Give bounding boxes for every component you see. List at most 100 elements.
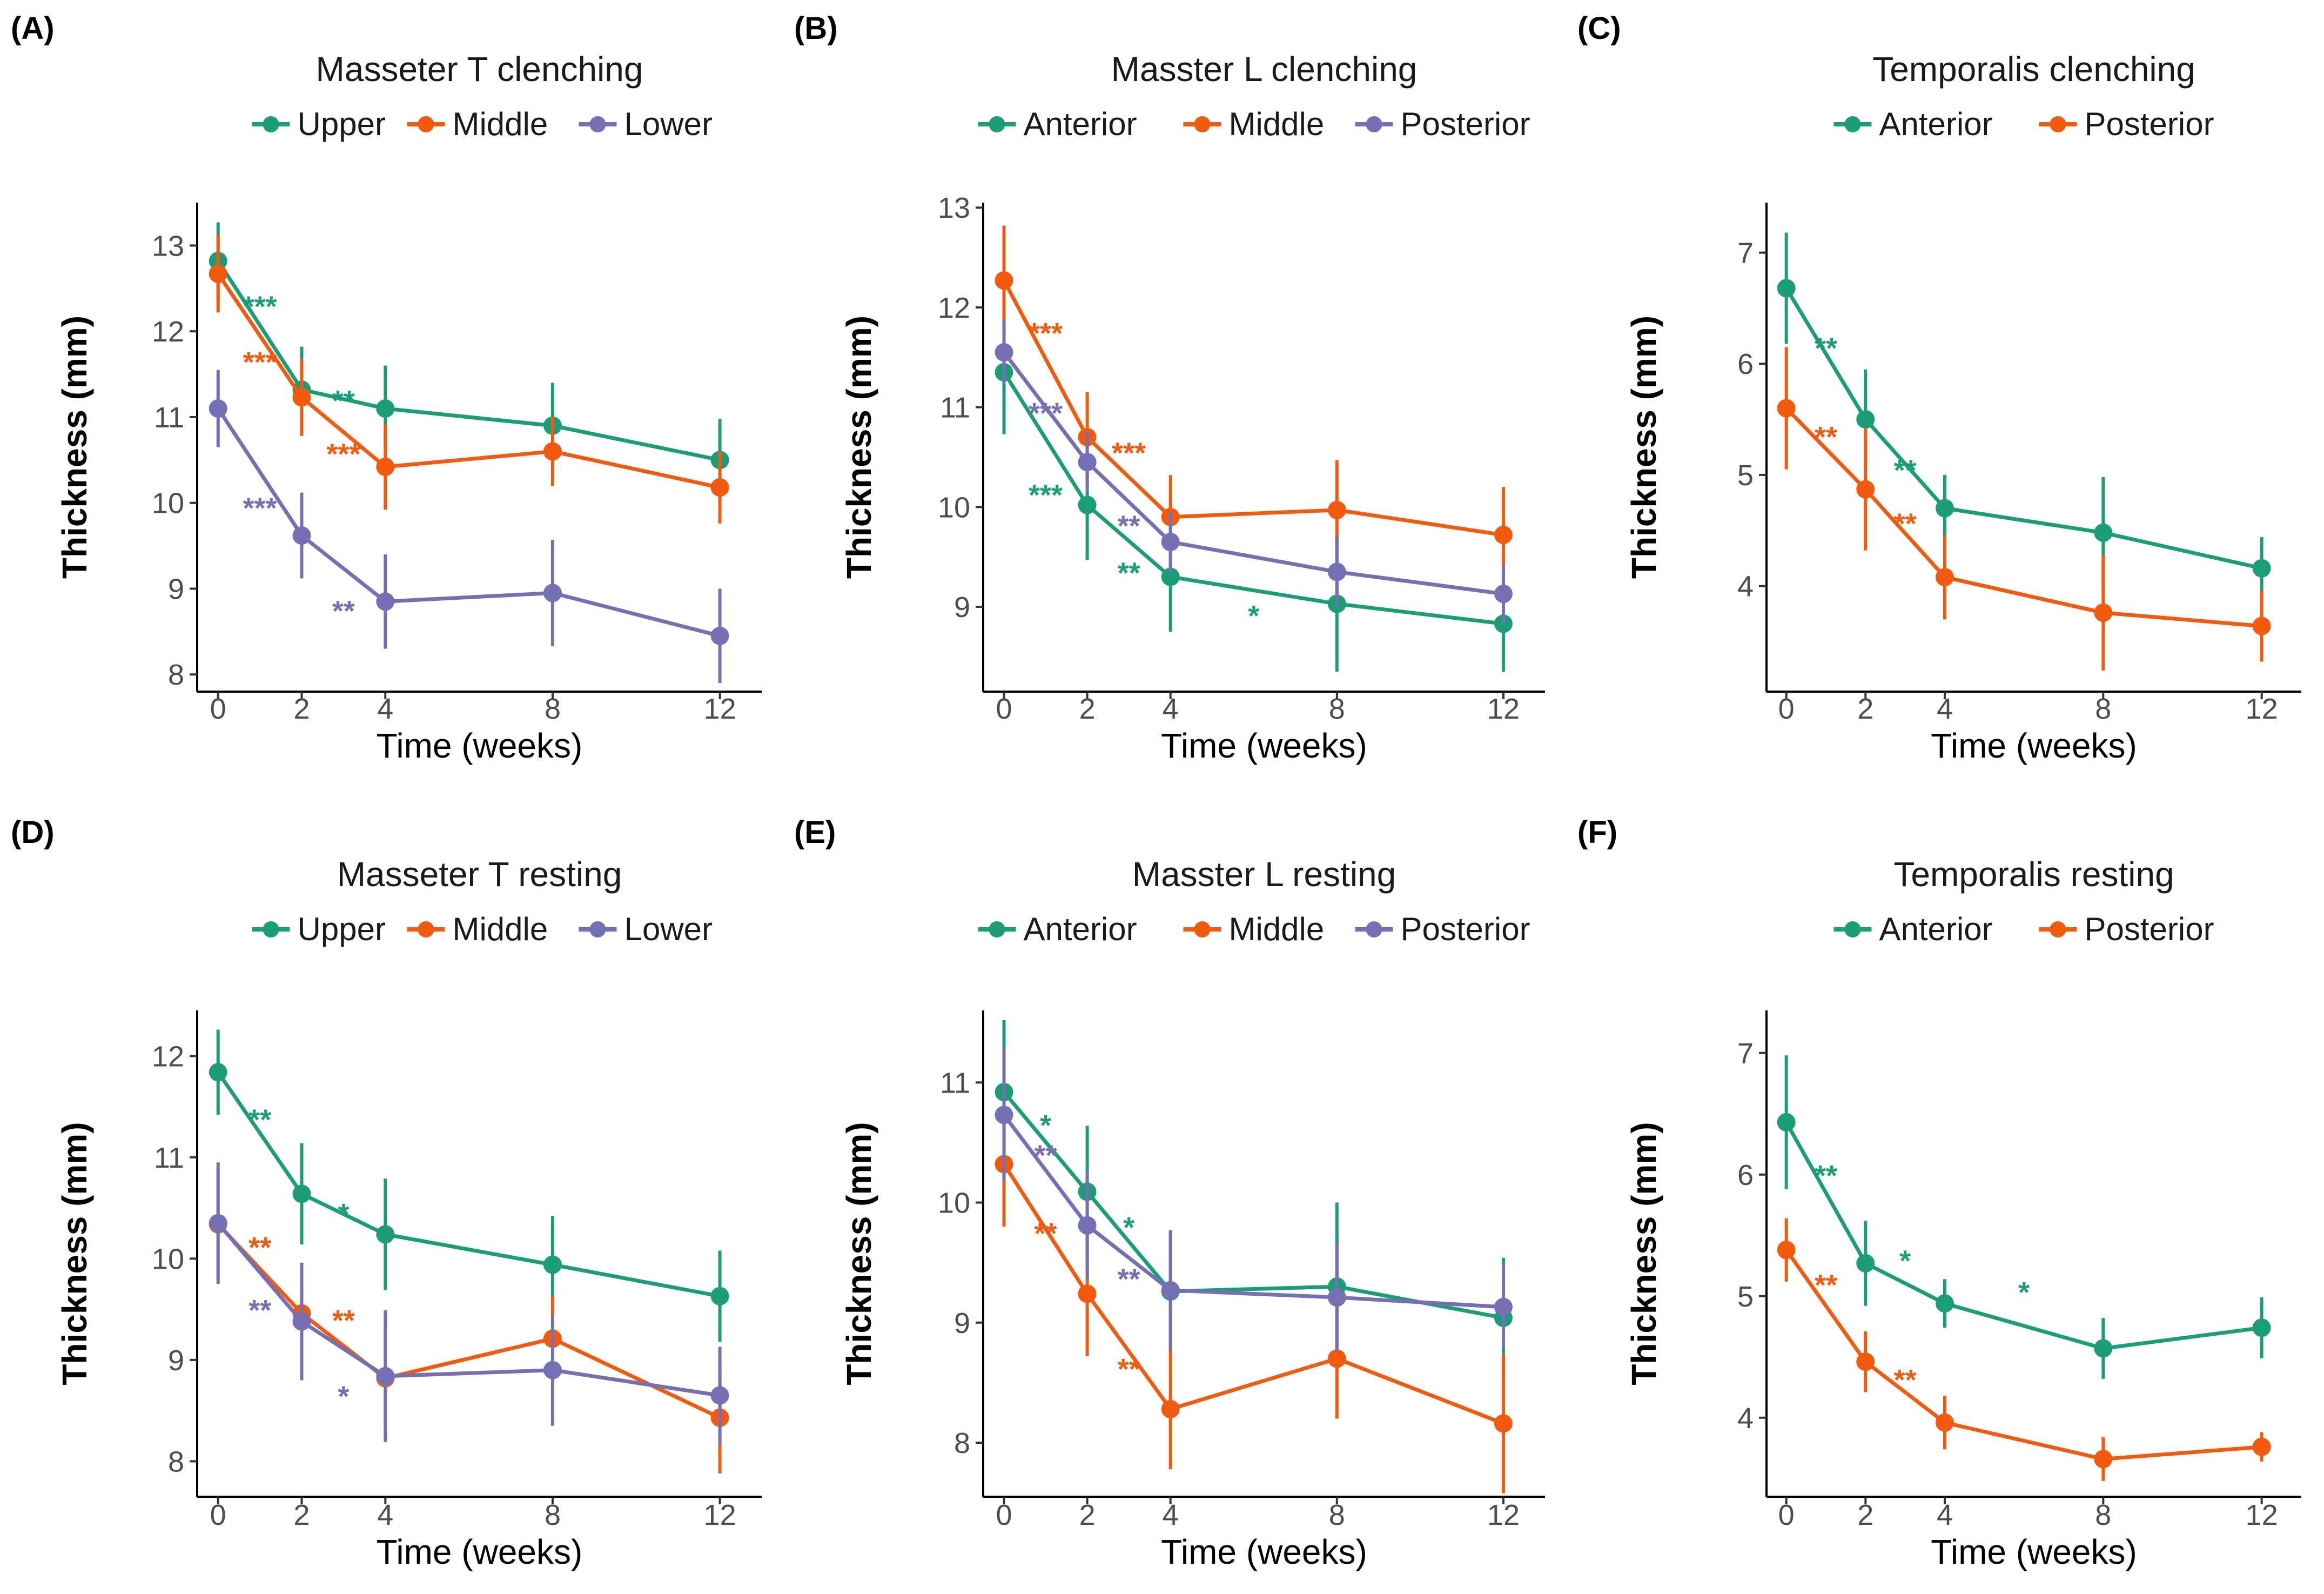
y-tick-label: 11 (940, 1067, 970, 1099)
significance-marker: ** (1118, 510, 1140, 543)
data-point (2252, 559, 2271, 578)
data-point (209, 1214, 227, 1233)
data-point (2094, 603, 2113, 622)
x-tick-label: 0 (996, 693, 1012, 725)
y-tick-label: 8 (168, 1445, 184, 1478)
x-axis-title: Time (weeks) (1161, 1532, 1367, 1571)
data-point (1856, 1352, 1875, 1371)
y-tick-label: 6 (1737, 348, 1754, 380)
legend-label: Lower (624, 106, 713, 142)
legend-label: Middle (1229, 106, 1325, 142)
data-point (543, 1361, 562, 1379)
data-point (209, 399, 227, 418)
data-point (543, 584, 562, 602)
legend-label: Posterior (2085, 106, 2214, 142)
y-tick-label: 10 (938, 1187, 970, 1220)
y-tick-label: 6 (1737, 1159, 1754, 1191)
data-point (1161, 1399, 1180, 1418)
legend-key-marker (589, 116, 606, 132)
x-axis-title: Time (weeks) (377, 1532, 583, 1571)
legend-label: Middle (453, 106, 548, 142)
series-middle (209, 1168, 729, 1474)
significance-marker: *** (243, 492, 277, 525)
significance-marker: * (2018, 1276, 2030, 1309)
panel-label: (F) (1577, 815, 1617, 850)
significance-marker: *** (243, 291, 277, 323)
y-tick-label: 10 (152, 1243, 184, 1275)
data-point (1494, 526, 1513, 545)
x-tick-label: 8 (545, 1499, 561, 1531)
significance-marker: ** (332, 385, 355, 417)
significance-marker: ** (1035, 1140, 1057, 1172)
x-tick-label: 4 (1937, 1499, 1953, 1531)
data-point (376, 592, 395, 611)
y-tick-label: 8 (168, 659, 184, 691)
x-tick-label: 2 (1079, 693, 1096, 725)
significance-marker: ** (248, 1294, 271, 1327)
significance-marker: ** (1118, 557, 1140, 589)
legend: Anterior Middle Posterior (978, 106, 1530, 142)
y-tick-label: 4 (1737, 571, 1754, 603)
x-tick-label: 4 (377, 1499, 393, 1531)
series-line (216, 260, 721, 462)
y-tick-label: 7 (1737, 1037, 1754, 1070)
legend-key-marker (589, 921, 606, 937)
legend: Upper Middle Lower (252, 911, 713, 947)
series-lower (209, 1162, 729, 1444)
chart-title: Masster L clenching (1111, 50, 1418, 89)
significance-marker: *** (1029, 397, 1063, 430)
x-axis-title: Time (weeks) (1931, 1532, 2137, 1571)
legend-key-marker (1844, 116, 1861, 132)
data-point (1856, 410, 1875, 429)
significance-marker: *** (243, 346, 277, 379)
data-point (2252, 1437, 2271, 1456)
legend-key-marker (418, 921, 434, 937)
x-tick-label: 4 (1937, 693, 1953, 725)
legend-label: Posterior (2085, 911, 2214, 947)
significance-marker: *** (1029, 479, 1063, 511)
series-middle (209, 235, 729, 524)
series-line (1002, 351, 1504, 596)
chart-title: Temporalis clenching (1872, 50, 2195, 89)
x-tick-label: 4 (1163, 1499, 1179, 1531)
data-point (2094, 1450, 2113, 1469)
x-tick-label: 8 (1329, 1499, 1345, 1531)
series-line (216, 1071, 721, 1298)
data-point (1327, 1349, 1346, 1368)
x-axis-title: Time (weeks) (377, 726, 583, 765)
legend-label: Middle (453, 911, 548, 947)
significance-marker: ** (1815, 1269, 1837, 1301)
y-tick-label: 12 (938, 292, 970, 324)
data-point (710, 1287, 729, 1305)
significance-marker: * (338, 1198, 349, 1230)
data-point (543, 442, 562, 461)
legend-label: Upper (298, 106, 386, 142)
legend-key-marker (418, 116, 434, 132)
legend-label: Posterior (1401, 106, 1530, 142)
legend-key-marker (2050, 921, 2066, 937)
series-line (1784, 287, 2262, 571)
data-point (995, 271, 1013, 290)
series-middle (995, 225, 1513, 583)
x-tick-label: 8 (1329, 693, 1345, 725)
data-point (995, 343, 1013, 362)
series-posterior (1777, 1218, 2271, 1481)
series-posterior (995, 320, 1513, 624)
data-point (1777, 1113, 1796, 1131)
series-middle (995, 1101, 1513, 1493)
significance-marker: ** (1894, 454, 1917, 487)
x-tick-label: 8 (2095, 693, 2111, 725)
data-point (1078, 495, 1097, 514)
data-point (1856, 1254, 1875, 1272)
y-tick-label: 10 (938, 491, 970, 524)
panel-d: (D) Masseter T resting Upper Middle Lower 8 9 1… (11, 815, 762, 1571)
x-axis-title: Time (weeks) (1161, 726, 1367, 765)
data-point (710, 1386, 729, 1405)
y-tick-label: 13 (938, 192, 970, 224)
x-tick-label: 2 (293, 693, 310, 725)
significance-marker: ** (248, 1231, 271, 1264)
data-point (1936, 499, 1954, 518)
data-point (710, 626, 729, 645)
x-tick-label: 4 (377, 693, 393, 725)
